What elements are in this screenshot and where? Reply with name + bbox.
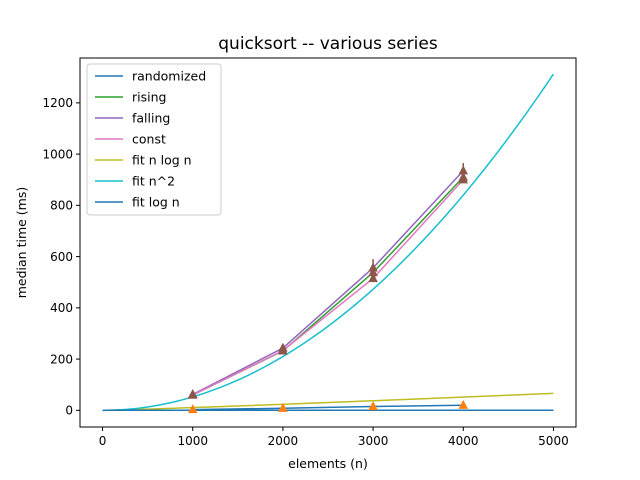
x-axis-title: elements (n) <box>288 456 368 471</box>
y-axis-title: median time (ms) <box>14 187 29 299</box>
y-tick-label: 1000 <box>42 147 73 161</box>
data-point <box>187 389 198 399</box>
data-point <box>278 402 288 412</box>
x-tick-label: 1000 <box>177 434 208 448</box>
x-tick-label: 0 <box>99 434 107 448</box>
plot-area <box>102 73 555 414</box>
series-line-const <box>192 179 464 396</box>
x-tick-label: 3000 <box>358 434 389 448</box>
legend: randomized rising falling const fit n log n f… <box>86 63 222 216</box>
data-point <box>458 399 469 409</box>
legend-label: randomized <box>132 69 206 84</box>
series-line-falling <box>192 170 464 396</box>
series-line-fit-n-log-n <box>102 392 554 412</box>
chart-title: quicksort -- various series <box>218 34 438 54</box>
series-line-fit-n-2 <box>102 73 555 412</box>
x-tick-label: 4000 <box>448 434 479 448</box>
y-tick-label: 800 <box>50 199 73 213</box>
y-tick-label: 600 <box>50 250 73 264</box>
data-point <box>368 267 378 277</box>
legend-label: rising <box>132 90 166 105</box>
data-point <box>278 345 288 355</box>
data-point <box>458 174 469 184</box>
plot-frame <box>79 57 577 428</box>
data-point <box>368 262 378 272</box>
legend-label: fit log n <box>132 195 180 210</box>
legend-label: fit n^2 <box>132 174 175 189</box>
x-axis: 0 1000 2000 3000 4000 5000 <box>99 427 569 448</box>
x-tick-label: 5000 <box>538 434 569 448</box>
legend-label: fit n log n <box>132 153 192 168</box>
data-point <box>187 404 198 414</box>
data-point <box>368 401 378 411</box>
legend-label: falling <box>132 111 170 126</box>
y-tick-label: 200 <box>50 352 73 366</box>
y-axis: 0 200 400 600 800 1000 1200 <box>42 96 80 418</box>
series-line-randomized <box>192 404 464 411</box>
y-tick-label: 0 <box>65 404 73 418</box>
x-tick-label: 2000 <box>268 434 299 448</box>
data-point <box>458 165 469 175</box>
data-point <box>368 272 378 282</box>
legend-box <box>86 63 222 216</box>
legend-label: const <box>132 132 166 147</box>
y-tick-label: 1200 <box>42 96 73 110</box>
y-tick-label: 400 <box>50 301 73 315</box>
